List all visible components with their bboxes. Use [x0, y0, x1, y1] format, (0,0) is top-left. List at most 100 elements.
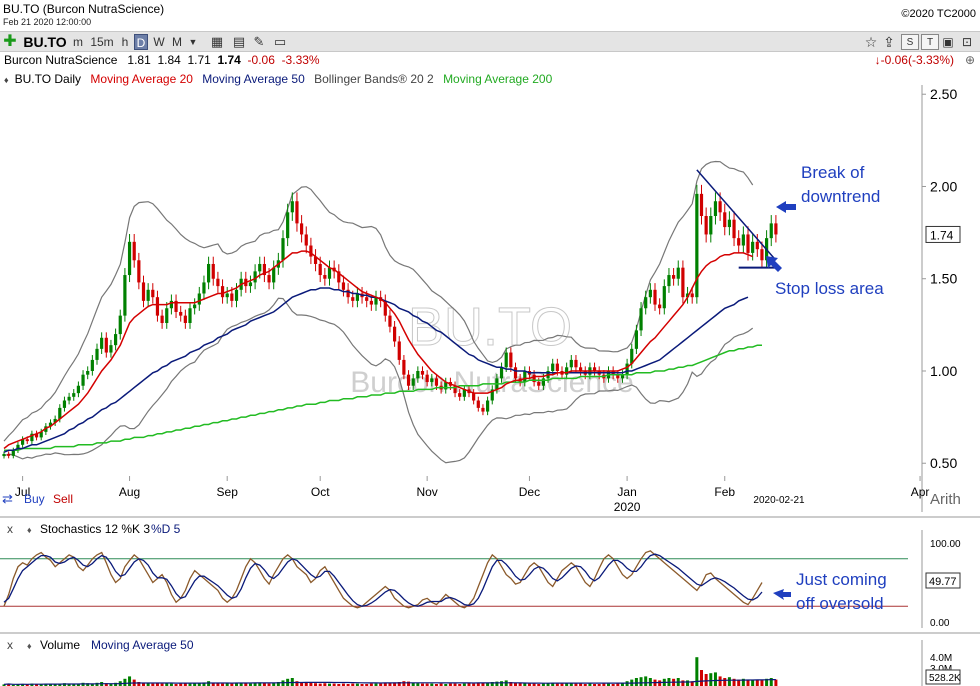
- candle-body: [34, 433, 39, 438]
- candle-body: [202, 282, 206, 294]
- x-month-label: Dec: [519, 485, 540, 499]
- toolbar: ✚ BU.TO m 15m h D W M ▼ ▦ ▤ ✎ ▭ ☆ ⇪ S T …: [0, 31, 980, 52]
- interval-15m[interactable]: 15m: [90, 35, 114, 49]
- candle-body: [76, 385, 80, 394]
- quote-change: -0.06: [247, 53, 275, 67]
- volume-bar: [541, 683, 545, 686]
- volume-bar: [760, 680, 764, 686]
- last-price-box: [925, 225, 961, 243]
- volume-bar: [593, 684, 597, 686]
- note-icon[interactable]: ▭: [273, 34, 287, 49]
- candle-body: [393, 326, 397, 342]
- candle-body: [369, 300, 373, 305]
- volume-bar: [258, 682, 262, 686]
- layout-grid-icon[interactable]: ▤: [232, 34, 246, 49]
- volume-bar: [458, 684, 462, 686]
- legend-ma20[interactable]: Moving Average 20: [90, 72, 193, 86]
- candle-body: [416, 370, 420, 379]
- toolbar-t-button[interactable]: T: [921, 34, 939, 50]
- volume-bar: [174, 684, 178, 686]
- interval-monthly[interactable]: M: [172, 35, 182, 49]
- candle-body: [537, 382, 541, 386]
- add-symbol-icon[interactable]: ✚: [3, 33, 17, 50]
- bollinger-upper: [3, 160, 754, 442]
- volume-bar: [681, 680, 685, 686]
- volume-bar: [500, 681, 504, 686]
- candle-body: [146, 289, 150, 301]
- volume-bar: [448, 683, 452, 686]
- legend-symbol[interactable]: BU.TO Daily: [14, 72, 82, 86]
- volume-bar: [230, 683, 234, 686]
- volume-bar: [551, 682, 555, 686]
- favorite-star-icon[interactable]: ☆: [864, 34, 878, 50]
- candle-body: [472, 393, 476, 401]
- price-legend: ♦ BU.TO Daily Moving Average 20 Moving Av…: [4, 72, 558, 86]
- interval-hour[interactable]: h: [121, 35, 129, 49]
- volume-bar: [402, 681, 406, 686]
- legend-ma50[interactable]: Moving Average 50: [202, 72, 305, 86]
- title-bar: BU.TO (Burcon NutraScience) Feb 21 2020 …: [0, 0, 980, 30]
- candle-body: [513, 367, 518, 379]
- break-arrow-icon: [776, 201, 796, 213]
- volume-bar: [434, 684, 438, 686]
- company-name: Burcon NutraScience: [4, 53, 118, 67]
- volume-bar: [611, 684, 615, 686]
- candle-body: [444, 382, 448, 390]
- window-tile-icon[interactable]: ▣: [942, 35, 954, 49]
- symbol-field[interactable]: BU.TO: [23, 34, 67, 50]
- stoch-close-icon: x: [7, 522, 13, 536]
- candle-body: [216, 278, 220, 287]
- legend-ma200[interactable]: Moving Average 200: [443, 72, 553, 86]
- volume-bar: [555, 683, 559, 686]
- volume-bar: [11, 684, 15, 686]
- candle-body: [569, 359, 573, 368]
- candle-body: [253, 271, 257, 283]
- interval-weekly[interactable]: W: [153, 35, 165, 49]
- chart-settings-icon[interactable]: ▦: [210, 34, 224, 49]
- candle-body: [30, 433, 34, 442]
- volume-bar: [76, 683, 80, 686]
- volume-bar: [444, 684, 448, 686]
- volume-bar: [225, 683, 229, 686]
- candle-body: [53, 418, 57, 423]
- window-options-icon[interactable]: ⊡: [961, 35, 973, 49]
- ma20-line: [3, 250, 753, 450]
- candle-body: [555, 363, 559, 371]
- candle-body: [616, 374, 620, 379]
- interval-daily[interactable]: D: [134, 34, 148, 50]
- candle-body: [151, 289, 155, 298]
- legend-bb[interactable]: Bollinger Bands® 20 2: [314, 72, 434, 86]
- candle-body: [723, 212, 727, 228]
- toolbar-s-button[interactable]: S: [901, 34, 919, 50]
- volume-bar: [104, 683, 108, 686]
- volume-bar: [160, 683, 164, 686]
- volume-bar: [425, 683, 429, 686]
- volume-bar: [700, 670, 703, 686]
- buy-sell-icon: ⇄: [2, 491, 13, 506]
- x-month-label: Sep: [217, 485, 239, 499]
- volume-bar: [560, 683, 564, 686]
- candle-body: [337, 271, 341, 283]
- legend-toggle-icon[interactable]: ♦: [4, 75, 9, 85]
- candle-body: [509, 352, 513, 368]
- volume-bar: [709, 673, 713, 686]
- volume-bar: [727, 677, 731, 686]
- interval-minute[interactable]: m: [73, 35, 83, 49]
- candle-body: [676, 267, 680, 279]
- candle-body: [709, 216, 713, 235]
- volume-bar: [239, 682, 243, 686]
- draw-tool-icon[interactable]: ✎: [253, 34, 265, 49]
- interval-dropdown-icon[interactable]: ▼: [188, 37, 198, 47]
- candle-body: [425, 374, 429, 383]
- candle-body: [672, 275, 676, 279]
- volume-bar: [588, 683, 592, 686]
- volume-bar: [128, 676, 132, 686]
- pin-icon[interactable]: ⊕: [964, 53, 975, 67]
- candle-body: [718, 201, 722, 213]
- candle-body: [713, 201, 718, 216]
- stoch-last-box: [925, 572, 961, 589]
- volume-bar: [235, 683, 238, 686]
- share-icon[interactable]: ⇪: [883, 34, 895, 50]
- candle-body: [286, 212, 290, 239]
